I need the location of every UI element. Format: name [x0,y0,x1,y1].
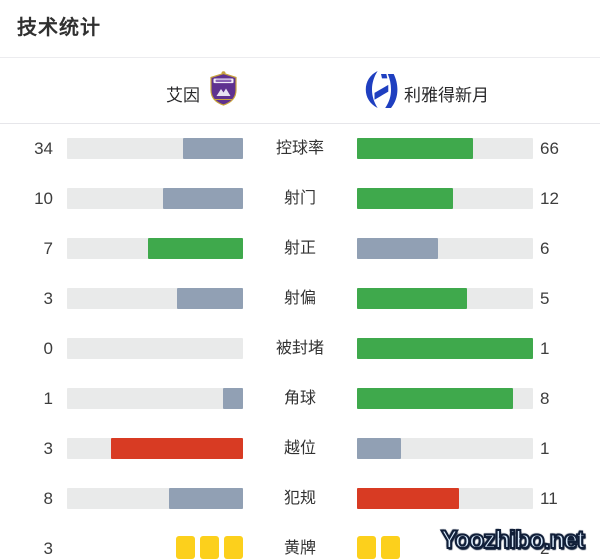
stat-label: 控球率 [275,140,324,157]
stat-row: 7 射正 6 [0,224,600,274]
away-value: 66 [540,139,559,158]
stat-row: 3 射偏 5 [0,274,600,324]
watermark: Yoozhibo.net [440,525,586,555]
stat-label: 犯规 [283,490,316,507]
stat-row: 8 犯规 11 [0,474,600,524]
home-value: 34 [34,139,53,158]
divider-under-header [0,123,600,124]
stat-label: 越位 [283,440,316,457]
stats-rows: 34 控球率 66 10 射门 12 7 射正 6 3 射偏 5 0 被封堵 1 1 角球 8 3 越位 1 8 犯规 11 3… [0,124,600,560]
away-bar-fill [357,138,474,159]
al-ain-crest-icon [209,71,238,111]
home-bar-fill [163,188,243,209]
yellow-card-icon [381,536,400,559]
stat-row: 0 被封堵 1 [0,324,600,374]
away-value: 1 [540,339,550,358]
away-bar-fill [357,188,453,209]
home-bar-fill [183,138,243,159]
stat-row: 3 黄牌 2 [0,524,600,560]
away-value: 6 [540,239,550,258]
away-value: 11 [540,489,558,508]
yellow-card-icon [176,536,195,559]
home-value: 7 [43,239,53,258]
away-team-name: 利雅得新月 [404,86,489,105]
away-bar-track [357,138,533,159]
home-value: 0 [43,339,53,358]
away-bar-track [357,288,533,309]
away-yellow-cards [357,536,533,559]
away-value: 2 [540,539,550,558]
home-value: 8 [43,489,53,508]
stat-row: 1 角球 8 [0,374,600,424]
home-bar-track [67,288,243,309]
away-bar-track [357,488,533,509]
stat-row: 34 控球率 66 [0,124,600,174]
away-value: 8 [540,389,550,408]
away-value: 1 [540,439,550,458]
al-hilal-crest-icon [365,70,398,114]
away-value: 12 [540,189,559,208]
away-bar-track [357,238,533,259]
home-bar-fill [168,488,243,509]
away-bar-fill [357,488,459,509]
stat-label: 射正 [283,240,316,257]
home-bar-track [67,338,243,359]
away-bar-fill [357,388,514,409]
stat-label: 被封堵 [275,340,324,357]
stat-row: 10 射门 12 [0,174,600,224]
home-bar-fill [111,438,243,459]
home-bar-track [67,188,243,209]
home-bar-fill [223,388,243,409]
yellow-card-icon [224,536,243,559]
home-value: 3 [43,289,53,308]
away-value: 5 [540,289,550,308]
stat-label: 射偏 [283,290,316,307]
home-value: 3 [43,439,53,458]
stat-label: 黄牌 [283,540,316,557]
divider-under-title [0,57,600,58]
home-bar-track [67,438,243,459]
home-bar-track [67,138,243,159]
yellow-card-icon [357,536,376,559]
away-bar-fill [357,438,401,459]
home-bar-fill [148,238,243,259]
home-value: 10 [34,189,53,208]
away-bar-track [357,438,533,459]
home-bar-track [67,238,243,259]
home-team-name: 艾因 [166,86,200,105]
away-bar-fill [357,338,533,359]
home-yellow-cards [67,536,243,559]
away-bar-fill [357,238,439,259]
home-value: 1 [43,389,53,408]
stat-row: 3 越位 1 [0,424,600,474]
yellow-card-icon [200,536,219,559]
home-bar-track [67,488,243,509]
home-bar-fill [177,288,243,309]
away-bar-track [357,338,533,359]
home-bar-track [67,388,243,409]
stat-label: 角球 [283,390,316,407]
home-value: 3 [43,539,53,558]
away-bar-track [357,388,533,409]
panel-title: 技术统计 [17,17,101,39]
away-bar-track [357,188,533,209]
stat-label: 射门 [283,190,316,207]
away-bar-fill [357,288,467,309]
